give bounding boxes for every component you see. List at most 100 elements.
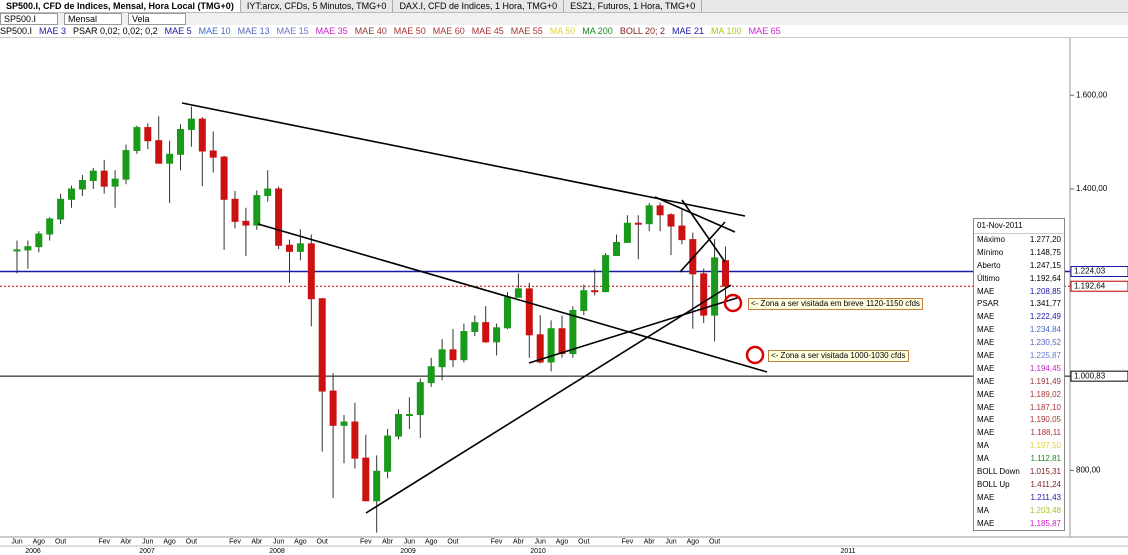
x-tick-label: Out xyxy=(55,538,66,545)
panel-value: 1.192,64 xyxy=(1029,273,1061,283)
panel-row: MAE 1.230,52 xyxy=(974,337,1064,350)
legend-entry: MAE 45 xyxy=(471,26,504,36)
candle-body xyxy=(275,188,283,246)
x-tick-label: Ago xyxy=(294,538,307,545)
annotation: <- Zona a ser visitada em breve 1120-115… xyxy=(748,298,923,310)
annotation: <- Zona a ser visitada 1000-1030 cfds xyxy=(768,350,909,362)
candle-body xyxy=(362,457,370,502)
candle-body xyxy=(602,255,610,293)
x-tick-label: Jun xyxy=(11,538,22,545)
candle-body xyxy=(340,421,348,426)
year-label: 2006 xyxy=(25,548,41,555)
legend-entry: MAE 13 xyxy=(237,26,270,36)
panel-label: MA xyxy=(977,441,989,451)
panel-value: 1.277,20 xyxy=(1029,235,1061,244)
panel-label: MA xyxy=(977,505,989,515)
panel-value: 1.411,24 xyxy=(1030,479,1061,489)
x-tick-label: Ago xyxy=(687,538,700,545)
year-label: 2009 xyxy=(400,548,416,555)
x-tick-label: Fev xyxy=(360,538,372,545)
panel-row: MA 1.112,81 xyxy=(974,453,1064,466)
candle-body xyxy=(722,260,729,287)
legend-entry: MAE 10 xyxy=(198,26,231,36)
legend-entry: PSAR 0,02; 0,02; 0,2 xyxy=(73,26,158,36)
candle-body xyxy=(449,349,457,361)
panel-value: 1.211,43 xyxy=(1030,492,1061,502)
legend-entry: MA 100 xyxy=(711,26,742,36)
x-tick-label: Abr xyxy=(644,538,656,545)
panel-label: MAE xyxy=(977,325,995,335)
symbol-field[interactable]: SP500.I xyxy=(0,13,58,25)
legend-entry: MAE 15 xyxy=(276,26,309,36)
panel-row: MAE 1.194,45 xyxy=(974,363,1064,376)
style-select[interactable]: Vela xyxy=(128,13,186,25)
tab[interactable]: ESZ1, Futuros, 1 Hora, TMG+0 xyxy=(564,0,703,12)
legend-entry: BOLL 20; 2 xyxy=(619,26,666,36)
panel-date: 01-Nov-2011 xyxy=(974,219,1064,234)
tab[interactable]: IYT:arcx, CFDs, 5 Minutos, TMG+0 xyxy=(241,0,394,12)
candle-body xyxy=(242,220,250,226)
panel-value: 1.208,85 xyxy=(1029,286,1061,296)
candle-body xyxy=(198,118,206,152)
candle-body xyxy=(100,170,108,187)
legend-entry: MAE 50 xyxy=(393,26,426,36)
x-tick-label: Ago xyxy=(425,538,438,545)
legend-entry: MAE 65 xyxy=(748,26,781,36)
candle-body xyxy=(558,328,566,355)
panel-value: 1.112,81 xyxy=(1030,454,1061,464)
x-tick-label: Jun xyxy=(535,538,546,545)
trendline xyxy=(654,196,736,233)
tab[interactable]: DAX.I, CFD de Indices, 1 Hora, TMG+0 xyxy=(393,0,565,12)
candle-body xyxy=(591,290,599,293)
x-tick-label: Jun xyxy=(404,538,415,545)
panel-label: MAE xyxy=(977,389,995,399)
year-label: 2007 xyxy=(139,548,155,555)
candle-body xyxy=(133,127,141,152)
panel-value: 1.189,02 xyxy=(1029,389,1061,399)
candle-body xyxy=(46,218,54,235)
candle-body xyxy=(264,188,272,197)
legend-entry: MAE 21 xyxy=(672,26,705,36)
panel-label: MAE xyxy=(977,312,995,322)
candle-body xyxy=(24,246,32,251)
tab[interactable]: SP500.I, CFD de Indices, Mensal, Hora Lo… xyxy=(0,0,241,12)
candle-body xyxy=(667,214,675,227)
trendline xyxy=(365,284,732,514)
price-label-box xyxy=(1070,280,1128,292)
indicator-legend: SP500.I MAE 3 PSAR 0,02; 0,02; 0,2 MAE 5 MAE… xyxy=(0,26,1128,38)
tab-bar: SP500.I, CFD de Indices, Mensal, Hora Lo… xyxy=(0,0,1128,13)
candle-body xyxy=(68,188,75,200)
candle-body xyxy=(427,366,435,384)
panel-value: 1.247,15 xyxy=(1029,260,1061,270)
panel-value: 1.148,75 xyxy=(1029,247,1061,257)
candle-body xyxy=(13,249,21,252)
panel-row: MA 1.203,48 xyxy=(974,505,1064,518)
panel-value: 1.225,87 xyxy=(1029,351,1061,361)
legend-entry: MA 50 xyxy=(549,26,576,36)
panel-value: 1.203,48 xyxy=(1029,505,1061,515)
panel-label: MAE xyxy=(977,492,995,502)
panel-row: MAE 1.187,10 xyxy=(974,402,1064,415)
period-select[interactable]: Mensal xyxy=(64,13,122,25)
panel-row: MAE 1.189,02 xyxy=(974,389,1064,402)
candle-body xyxy=(209,150,217,158)
legend-entry: MAE 35 xyxy=(315,26,348,36)
panel-label: MAE xyxy=(977,415,995,425)
panel-value: 1.197,50 xyxy=(1029,441,1061,451)
trendline xyxy=(679,221,726,273)
candle-body xyxy=(253,195,261,226)
panel-row: MAE 1.185,87 xyxy=(974,518,1064,531)
panel-label: MAE xyxy=(977,286,995,296)
panel-row: MAE 1.225,87 xyxy=(974,350,1064,363)
panel-row: Último 1.192,64 xyxy=(974,273,1064,286)
panel-label: Mínimo xyxy=(977,247,1004,257)
panel-label: MA xyxy=(977,454,989,464)
year-label: 2010 xyxy=(530,548,546,555)
panel-row: MAE 1.188,11 xyxy=(974,427,1064,440)
candle-body xyxy=(351,421,359,459)
trendlines xyxy=(181,102,768,514)
x-tick-label: Jun xyxy=(665,538,676,545)
legend-entry: MA 200 xyxy=(582,26,613,36)
candle-body xyxy=(318,298,326,392)
panel-row: PSAR 1.341,77 xyxy=(974,298,1064,311)
